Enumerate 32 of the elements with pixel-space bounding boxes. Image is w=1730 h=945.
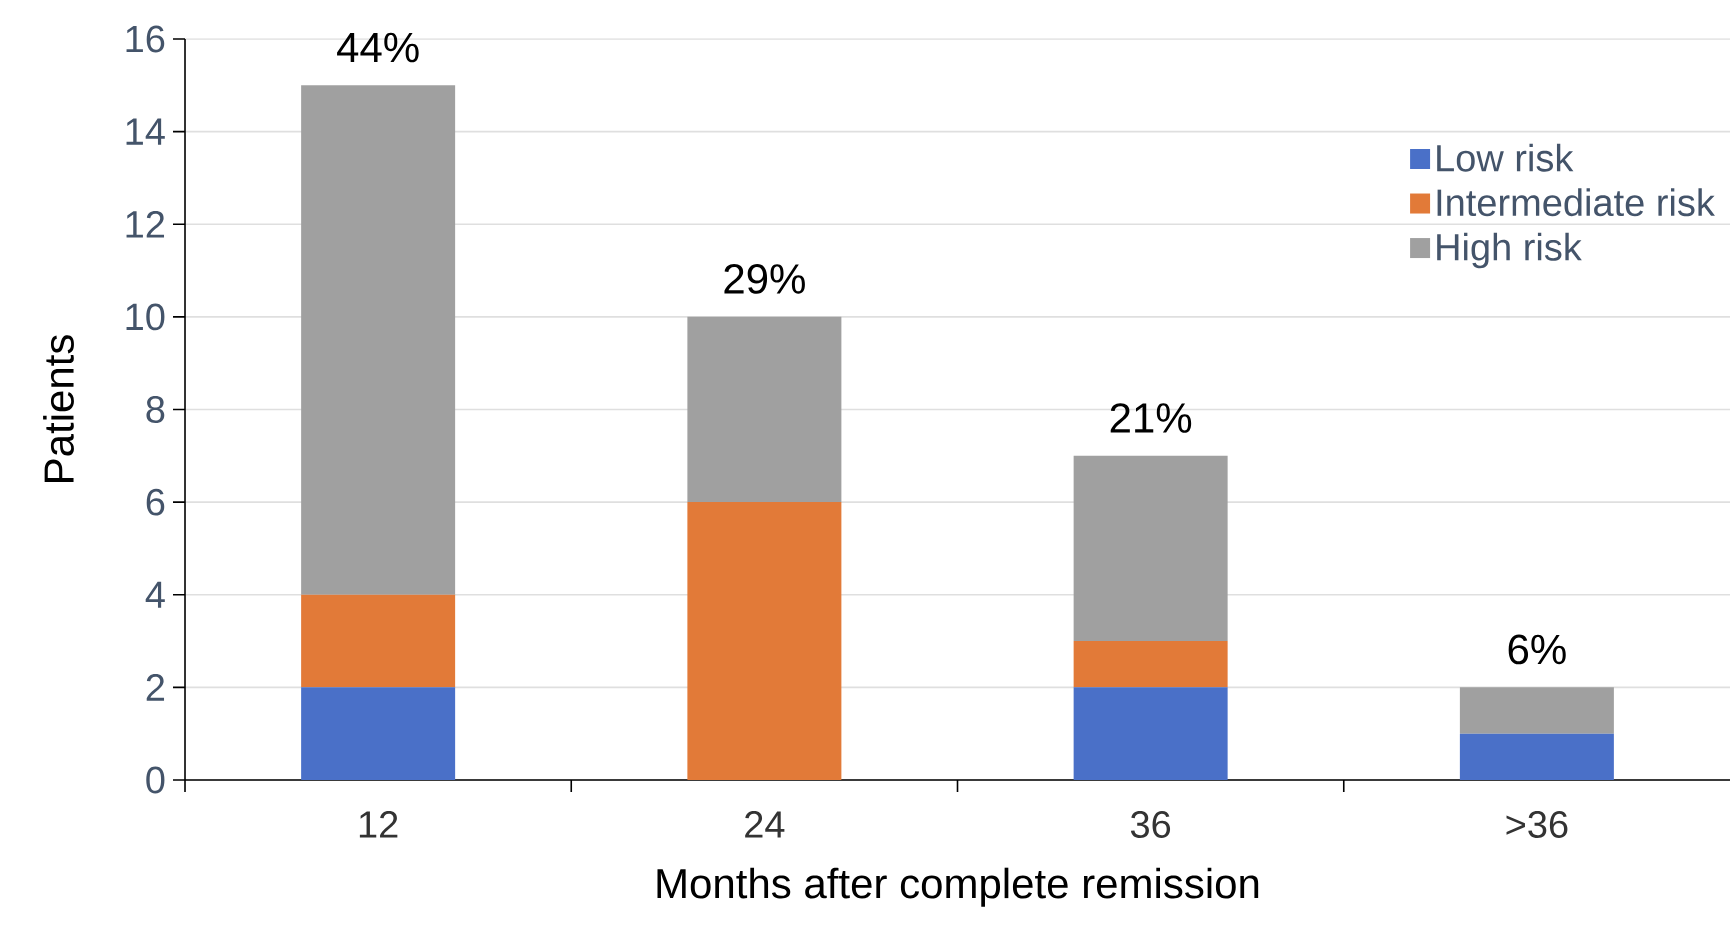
annotation: 6% (1508, 634, 1566, 665)
y-tick-label: 10 (126, 303, 165, 331)
x-tick-label: 36 (1130, 811, 1171, 838)
y-tick-label: 0 (146, 766, 165, 794)
y-tick-label: 2 (146, 674, 165, 701)
bar (687, 502, 842, 780)
y-tick-label: 14 (126, 118, 165, 145)
annotation: 44% (337, 32, 419, 63)
y-tick-label: 4 (145, 581, 165, 608)
bar (1073, 687, 1228, 780)
bar (687, 316, 842, 503)
bar (301, 687, 456, 780)
annotation: 29% (724, 264, 805, 294)
legend-label: Low risk (1437, 143, 1574, 172)
bar (301, 85, 456, 595)
x-tick-label: 12 (359, 811, 398, 838)
legend-label: Intermediate risk (1437, 188, 1715, 217)
y-axis-title: Patients (43, 335, 74, 482)
x-tick-label: >36 (1506, 811, 1568, 838)
bar (1459, 687, 1614, 734)
bar (1073, 455, 1228, 642)
bar (301, 594, 456, 688)
annotation: 21% (1110, 403, 1192, 433)
y-tick-label: 8 (146, 396, 165, 423)
y-tick-label: 12 (126, 210, 165, 238)
x-axis-title: Months after complete remission (657, 867, 1259, 907)
y-tick-label: 6 (146, 488, 165, 516)
legend-label: High risk (1437, 232, 1582, 269)
y-tick-label: 16 (126, 25, 165, 53)
bar (1073, 641, 1228, 688)
bar (1459, 733, 1614, 780)
x-tick-label: 24 (745, 811, 785, 838)
